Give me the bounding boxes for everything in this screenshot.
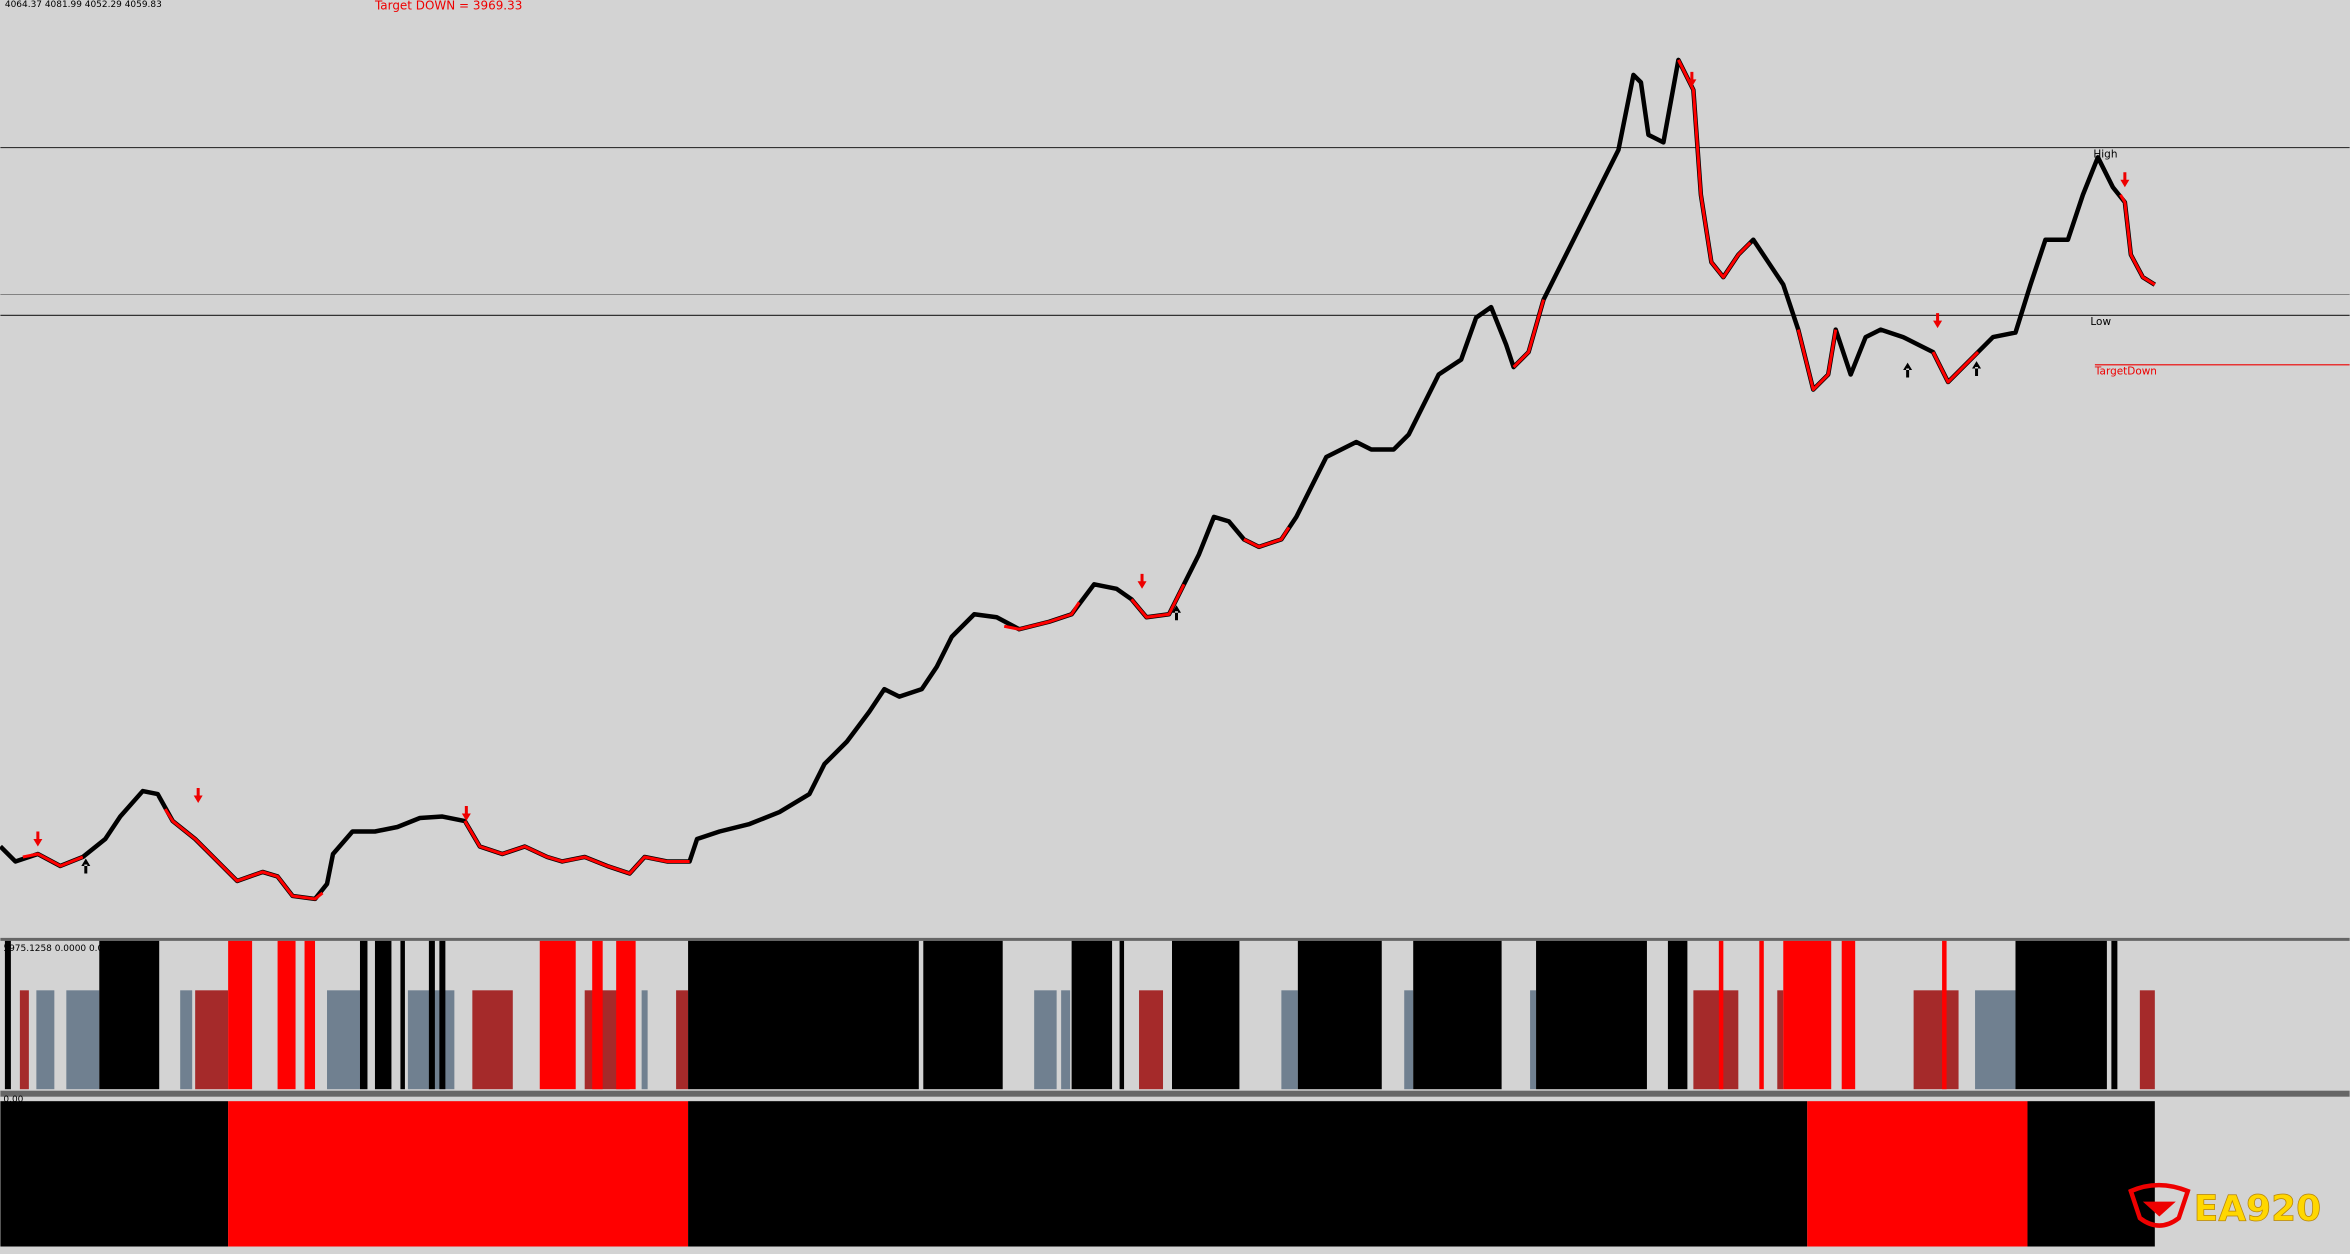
indicator-panel-1: 5975.1258 0.0000 0.0000 0.0000: [3, 940, 2155, 1090]
bar: [1034, 990, 1057, 1090]
bar: [923, 940, 1003, 1090]
logo-emblem: [2142, 1201, 2176, 1217]
down-segment: [1243, 526, 1291, 549]
target-down-label: TargetDown: [2094, 366, 2157, 378]
bar: [1530, 990, 1537, 1090]
bar: [1913, 990, 1959, 1090]
bar: [1119, 940, 1125, 1090]
down-segment: [1512, 299, 1545, 369]
buy-arrow: [1903, 362, 1913, 378]
bar: [1172, 940, 1240, 1090]
price-line: [0, 57, 2157, 902]
bar: [19, 990, 29, 1090]
price-up: [0, 57, 2157, 902]
down-segment: [163, 808, 324, 901]
trend-block: [688, 1101, 1808, 1247]
bar: [592, 940, 603, 1090]
trend-block: [2027, 1101, 2155, 1247]
bar: [4, 940, 11, 1090]
panel-separator: [0, 937, 2350, 941]
bar: [1975, 990, 2016, 1090]
price-down: [22, 59, 2156, 901]
bar: [1718, 940, 1724, 1090]
bar: [1536, 940, 1647, 1090]
bar: [228, 940, 253, 1090]
bar: [1783, 940, 1832, 1090]
brown-bars: [19, 990, 2155, 1090]
buy-arrow: [1972, 361, 1982, 377]
down-segment: [2119, 193, 2156, 286]
bar: [99, 940, 160, 1090]
down-segment: [463, 820, 690, 875]
sell-arrow: [1687, 71, 1697, 87]
bar: [1841, 940, 1856, 1090]
bar: [36, 990, 55, 1090]
bar: [1297, 940, 1382, 1090]
bar: [1071, 940, 1113, 1090]
bar: [2111, 940, 2118, 1090]
bar: [1759, 940, 1764, 1090]
buy-arrows: [81, 361, 1982, 874]
bar: [1061, 990, 1071, 1090]
indicator-2-values: 0.00: [3, 1095, 23, 1105]
logo: EA920: [2128, 1182, 2322, 1230]
bar: [400, 940, 405, 1090]
logo-emblem: [2128, 1182, 2191, 1228]
bar: [327, 990, 360, 1090]
trend-block: [1807, 1101, 2028, 1247]
sell-arrow: [1933, 313, 1943, 329]
bar: [2139, 990, 2155, 1090]
down-segment: [22, 852, 84, 868]
target-text: Target DOWN = 3969.33: [374, 0, 522, 12]
black-bars: [4, 940, 2118, 1090]
ohlc-text: 4064.37 4081.99 4052.29 4059.83: [5, 0, 162, 10]
logo-text: EA920: [2194, 1189, 2321, 1230]
down-segment: [1931, 351, 1980, 384]
bar: [277, 940, 296, 1090]
bar: [1942, 940, 1947, 1090]
bar: [1139, 990, 1164, 1090]
down-segment: [1130, 583, 1186, 619]
indicator-panel-2: 0.00: [0, 1095, 2155, 1247]
bar: [616, 940, 636, 1090]
bar: [374, 940, 392, 1090]
bar: [1693, 990, 1739, 1090]
indicator-1-values: 5975.1258 0.0000 0.0000 0.0000: [3, 944, 154, 954]
bar: [439, 940, 446, 1090]
sell-arrow: [193, 788, 203, 804]
bar: [1413, 940, 1502, 1090]
low-label: Low: [2090, 316, 2111, 328]
trend-block: [228, 1101, 689, 1247]
down-segment: [1003, 601, 1081, 631]
sell-arrow: [2120, 172, 2130, 188]
down-segment: [1677, 59, 1752, 279]
panel-separator: [0, 1090, 2350, 1097]
red-bars: [228, 940, 1947, 1090]
bar: [2015, 940, 2107, 1090]
down-segment: [1796, 329, 1838, 392]
bar: [304, 940, 316, 1090]
bar: [676, 990, 689, 1090]
bar: [472, 990, 513, 1090]
bar: [539, 940, 576, 1090]
bar: [688, 940, 919, 1090]
bar: [1404, 990, 1414, 1090]
bar: [195, 990, 229, 1090]
sell-arrow: [461, 806, 471, 822]
bar: [641, 990, 648, 1090]
trend-block: [0, 1101, 229, 1247]
bar: [1281, 990, 1298, 1090]
buy-arrow: [1172, 605, 1181, 621]
bar: [66, 990, 100, 1090]
bar: [428, 940, 435, 1090]
bar: [1667, 940, 1688, 1090]
buy-arrow: [81, 858, 91, 874]
bar: [359, 940, 368, 1090]
sell-arrow: [1137, 573, 1147, 589]
bar: [180, 990, 193, 1090]
bar: [1777, 990, 1784, 1090]
